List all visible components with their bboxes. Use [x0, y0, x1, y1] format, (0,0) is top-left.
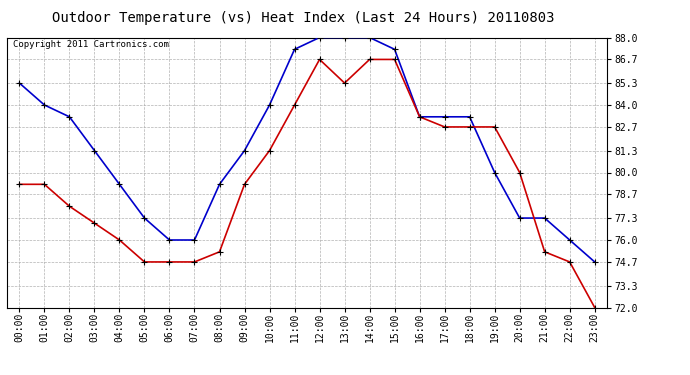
Text: Copyright 2011 Cartronics.com: Copyright 2011 Cartronics.com	[13, 40, 169, 49]
Text: Outdoor Temperature (vs) Heat Index (Last 24 Hours) 20110803: Outdoor Temperature (vs) Heat Index (Las…	[52, 11, 555, 25]
